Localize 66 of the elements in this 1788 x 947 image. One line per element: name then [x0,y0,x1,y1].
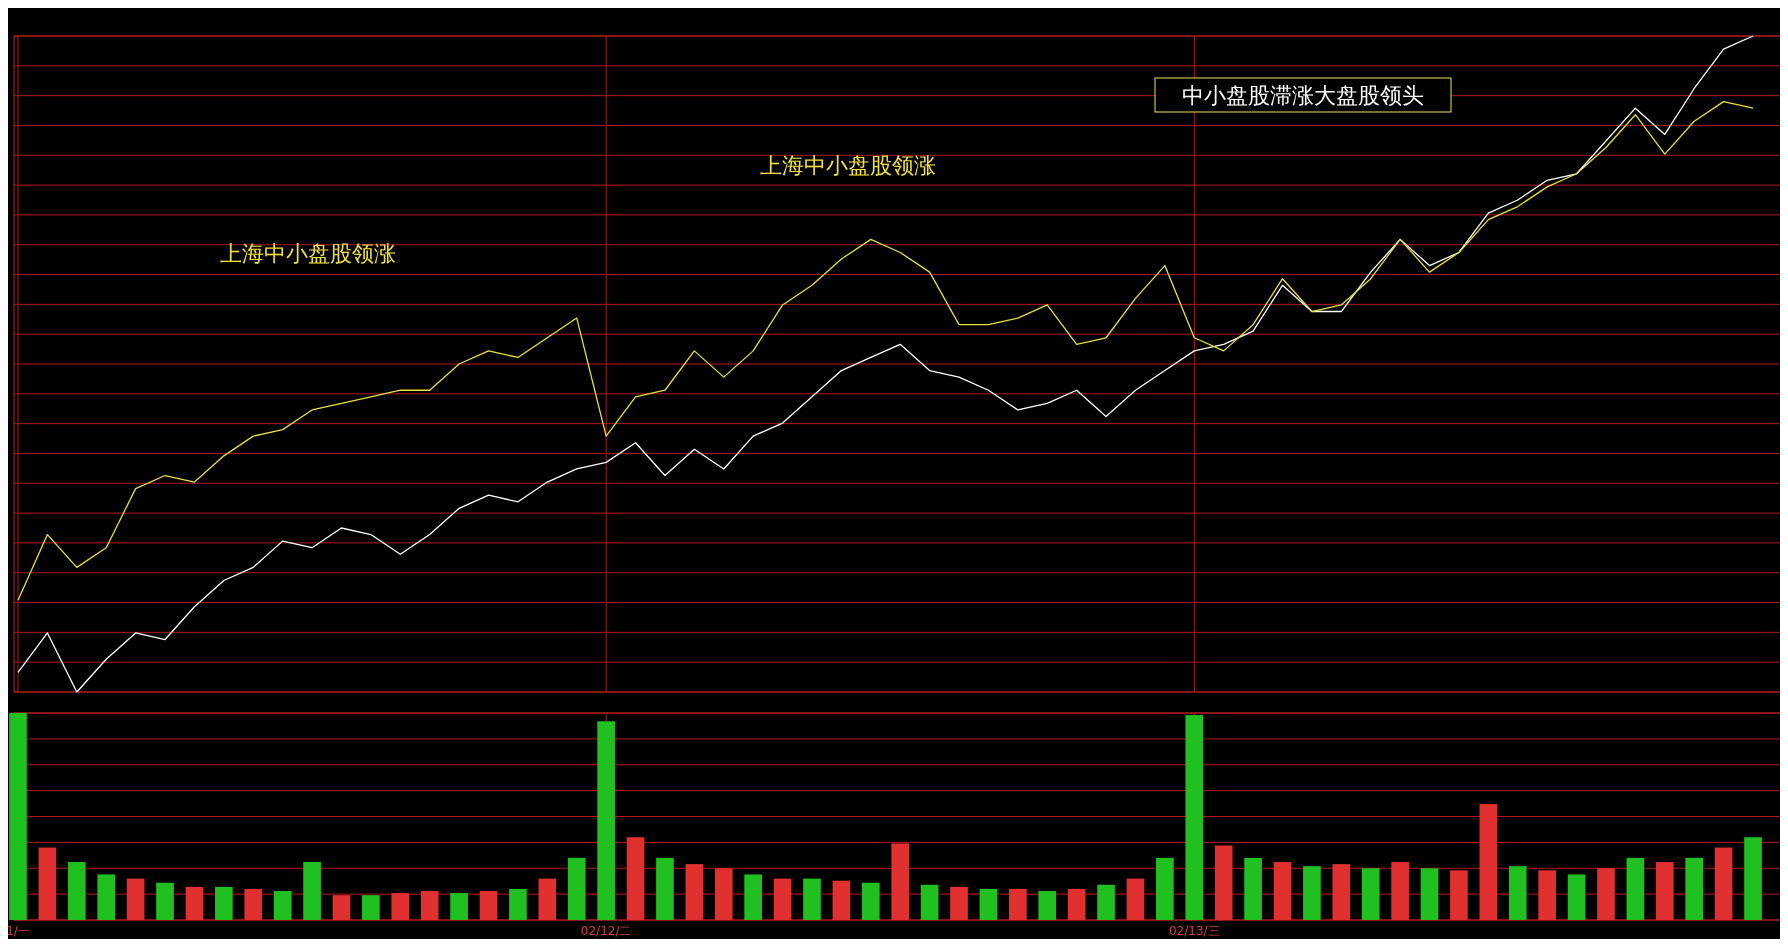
bar [1538,870,1556,920]
bar [979,888,998,920]
bar [391,893,410,920]
bar [685,864,704,920]
bar [1626,857,1645,920]
bar [538,878,557,920]
bar [1126,878,1145,920]
bar [1009,888,1027,920]
bar [567,857,586,920]
bar [1479,804,1498,920]
bar [420,891,439,920]
bar [1185,715,1204,920]
bar [156,882,174,920]
bar [1685,857,1703,920]
bar [1303,866,1321,920]
bar [1038,891,1057,920]
bar [479,891,498,920]
bar [38,847,57,920]
bar [450,893,468,920]
bar [1214,845,1233,920]
annotation: 上海中小盘股领涨 [220,241,396,266]
bar [1391,862,1409,920]
bar [773,878,792,920]
bar [332,895,351,920]
bar [1361,868,1380,920]
bar [362,895,380,920]
bar [1450,870,1468,920]
bar [1714,847,1733,920]
bar [832,880,851,920]
bar [9,713,27,920]
bar [1156,857,1174,920]
bar [861,882,880,920]
bar [1332,864,1351,920]
x-tick-label: 1/一 [6,924,30,938]
bar [215,886,233,920]
bar [1655,862,1674,920]
x-tick-label: 02/12/二 [580,924,632,938]
annotation: 中小盘股滞涨大盘股领头 [1182,83,1424,108]
bar [509,888,527,920]
bar [1244,857,1262,920]
bar [744,874,762,920]
bar [597,721,615,920]
bar [1508,866,1527,920]
bar [891,843,910,920]
bar [920,884,939,920]
bar [626,837,645,920]
bar [185,886,204,920]
bar [1097,884,1115,920]
bar [950,886,968,920]
bar [126,878,145,920]
bar [303,862,321,920]
bar [1597,868,1615,920]
bar [714,868,733,920]
bar [273,891,292,920]
bar [1067,888,1086,920]
bar [244,888,263,920]
bar [97,874,116,920]
bar [1567,874,1586,920]
bar [1420,868,1439,920]
bar [1744,837,1762,920]
annotation: 上海中小盘股领涨 [760,153,936,178]
bar [1273,862,1292,920]
bar [656,857,674,920]
bar [67,862,86,920]
x-tick-label: 02/13/三 [1168,924,1220,938]
bar [803,878,821,920]
